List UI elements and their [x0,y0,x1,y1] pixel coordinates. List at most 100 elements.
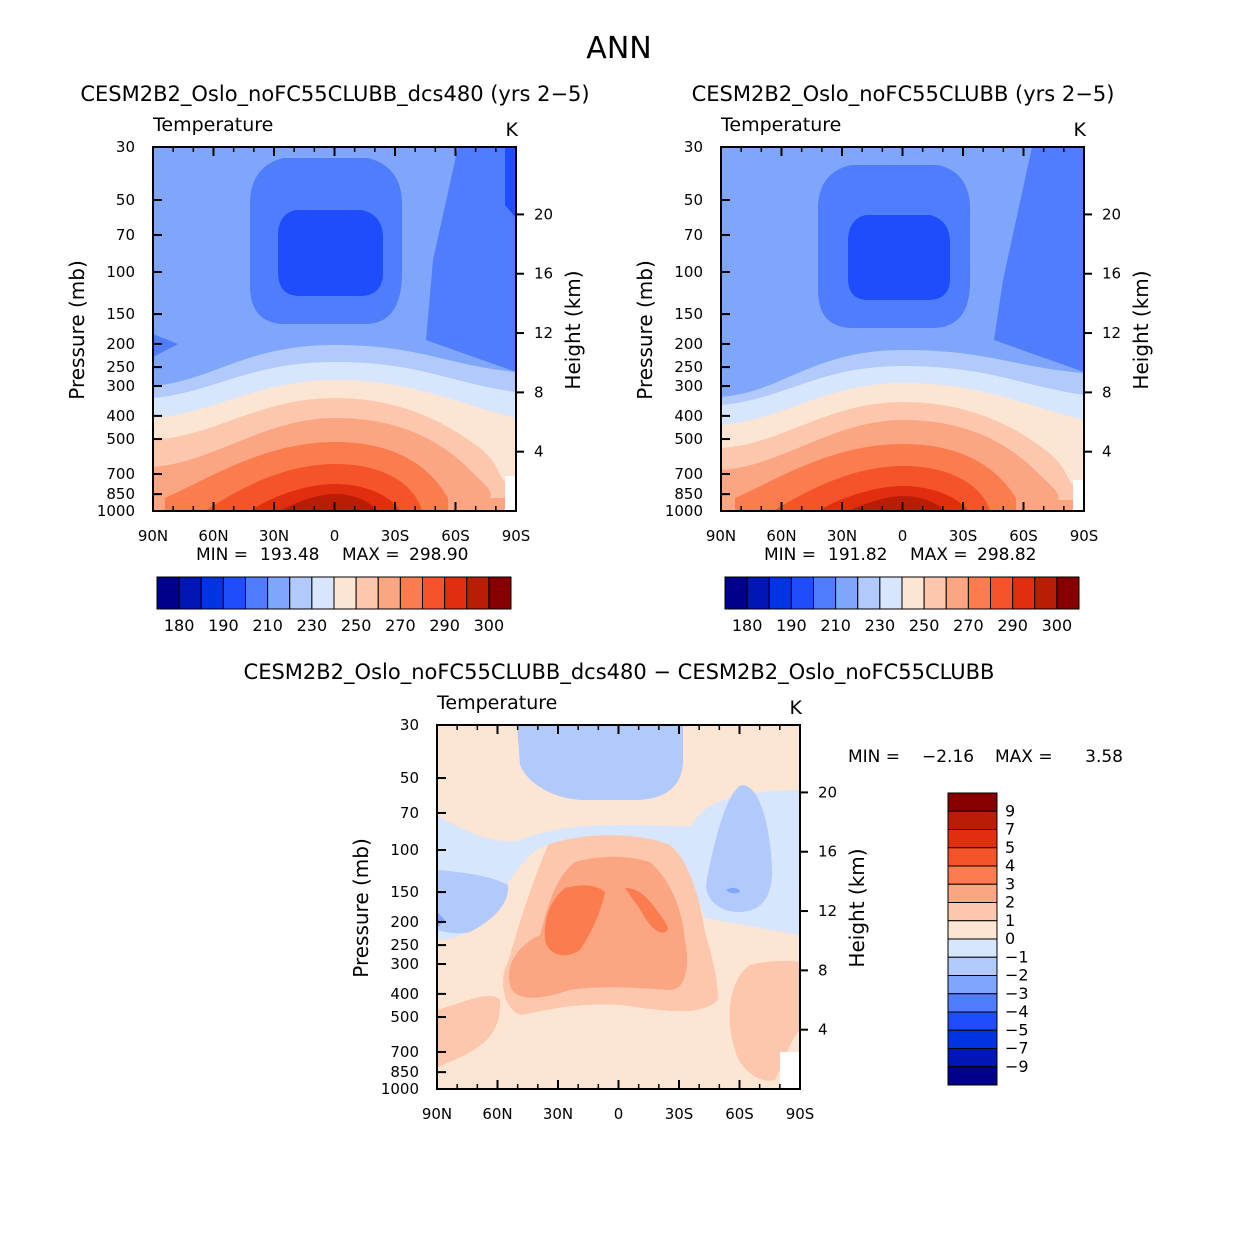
panel-3-min-value: −2.16 [922,747,974,767]
colorbar-swatch [768,576,792,610]
contour-band [437,912,445,928]
panel-3-ylabel-right: Height (km) [845,848,869,967]
height-tick-label: 16 [534,265,553,283]
colorbar-label: 250 [341,616,372,635]
panel-1: CESM2B2_Oslo_noFC55CLUBB_dcs480 (yrs 2−5… [65,82,590,635]
panel-1-axes: 90N 60N 30N 0 30S 60S 90S 30 50 70 100 150 200 250300… [97,138,553,545]
colorbar-label: 4 [1005,856,1015,875]
y-tick-label: 250 [106,358,135,376]
colorbar-swatch [746,576,770,610]
colorbar-swatch [222,576,246,610]
panel-2-colorbar: 180 190 210 230 250 270 290 300 [724,576,1080,635]
colorbar-label: 300 [1042,616,1073,635]
y-tick-label: 250 [390,936,419,954]
height-tick-label: 8 [1102,383,1112,401]
y-tick-label: 30 [684,138,703,156]
colorbar-swatch [947,792,998,812]
panel-2-ylabel: Pressure (mb) [633,260,657,400]
colorbar-swatch [947,993,998,1013]
colorbar-label: 270 [953,616,984,635]
height-tick-label: 12 [818,902,837,920]
colorbar-swatch [947,883,998,903]
colorbar-label: −3 [1005,984,1029,1003]
colorbar-swatch [311,576,335,610]
colorbar-swatch [1012,576,1036,610]
y-tick-label: 150 [674,305,703,323]
panel-1-ylabel-right: Height (km) [561,270,585,389]
panel-2-ylabel-right: Height (km) [1129,270,1153,389]
colorbar-swatch [399,576,423,610]
y-tick-label: 30 [116,138,135,156]
colorbar-label: 180 [164,616,195,635]
y-tick-label: 200 [390,913,419,931]
height-tick-label: 8 [818,961,828,979]
height-tick-label: 20 [1102,205,1121,223]
colorbar-swatch [947,902,998,922]
colorbar-swatch [879,576,903,610]
colorbar-swatch [947,865,998,885]
panel-1-ylabel: Pressure (mb) [65,260,89,400]
y-tick-label: 50 [400,769,419,787]
panel-3-min-label: MIN = [848,747,900,767]
x-tick-label: 60N [766,527,796,545]
panel-2-subtitle: Temperature [720,114,841,136]
colorbar-swatch [901,576,925,610]
y-tick-label: 100 [390,841,419,859]
y-tick-label: 850 [674,485,703,503]
y-tick-label: 50 [116,191,135,209]
colorbar-label: 9 [1005,801,1015,820]
panel-1-field [153,147,516,511]
y-tick-label: 700 [390,1043,419,1061]
y-tick-label: 700 [674,465,703,483]
colorbar-swatch [947,920,998,940]
x-tick-label: 30N [259,527,289,545]
colorbar-label: 270 [385,616,416,635]
colorbar-label: −7 [1005,1039,1029,1058]
colorbar-swatch [813,576,837,610]
y-tick-label: 850 [390,1063,419,1081]
x-tick-label: 60S [725,1105,754,1123]
colorbar-swatch [923,576,947,610]
y-tick-label: 50 [684,191,703,209]
contour-band [994,147,1084,372]
y-tick-label: 250 [674,358,703,376]
contour-band [509,856,688,998]
colorbar-label: 5 [1005,838,1015,857]
colorbar-swatch [947,1029,998,1049]
colorbar-swatch [967,576,991,610]
colorbar-swatch [267,576,291,610]
colorbar-swatch [857,576,881,610]
panel-1-units: K [506,119,519,141]
colorbar-swatch [947,956,998,976]
figure-title: ANN [586,31,651,66]
colorbar-label: −5 [1005,1020,1029,1039]
contour-band [762,1045,780,1060]
colorbar-label: 230 [865,616,896,635]
colorbar-label: 1 [1005,911,1015,930]
contour-band [544,885,605,956]
colorbar-label: 210 [820,616,851,635]
colorbar-swatch [355,576,379,610]
colorbar-swatch [947,847,998,867]
y-tick-label: 1000 [97,502,135,520]
contour-band [280,494,378,511]
colorbar-label: 3 [1005,874,1015,893]
height-tick-label: 12 [534,324,553,342]
panel-2-axes: 90N 60N 30N 0 30S 60S 90S 30 50 70 100 150 200 250300… [665,138,1121,545]
colorbar-label: 250 [909,616,940,635]
x-tick-label: 30N [543,1105,573,1123]
y-tick-label: 1000 [665,502,703,520]
colorbar-label: 190 [208,616,239,635]
panel-3-ylabel: Pressure (mb) [349,838,373,978]
missing-data [780,1052,800,1089]
y-tick-label: 500 [106,430,135,448]
panel-3-max-label: MAX = [995,747,1053,767]
x-tick-label: 0 [898,527,908,545]
panel-2-units: K [1074,119,1087,141]
colorbar-label: 210 [252,616,283,635]
y-tick-label: 700 [106,465,135,483]
height-tick-label: 4 [818,1021,828,1039]
colorbar-swatch [422,576,446,610]
y-tick-label: 400 [674,407,703,425]
